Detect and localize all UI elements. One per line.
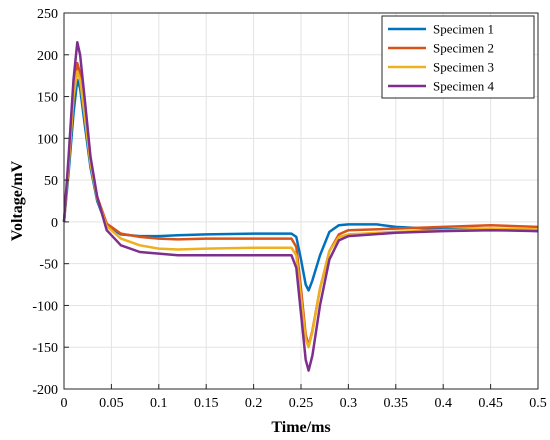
x-tick-label: 0.3 [340, 396, 358, 411]
y-tick-label: 200 [37, 49, 58, 64]
legend-label: Specimen 2 [433, 41, 494, 56]
y-tick-label: 150 [37, 91, 58, 106]
x-tick-label: 0.15 [194, 396, 219, 411]
x-axis: 0 0.05 0.1 0.15 0.2 0.25 0.3 0.35 0.4 0.45 0.5 [61, 384, 547, 411]
legend-label: Specimen 4 [433, 79, 495, 94]
y-tick-label: -50 [39, 258, 58, 273]
legend-label: Specimen 1 [433, 22, 494, 37]
x-tick-label: 0.4 [434, 396, 452, 411]
y-axis-title: Voltage/mV [9, 160, 26, 241]
legend: Specimen 1 Specimen 2 Specimen 3 Specimen 4 [381, 15, 535, 99]
x-tick-label: 0.5 [529, 396, 547, 411]
y-tick-label: 0 [51, 216, 58, 231]
legend-label: Specimen 3 [433, 60, 494, 75]
series-line-specimen-4 [62, 40, 539, 372]
x-tick-label: 0.25 [289, 396, 314, 411]
y-tick-label: 250 [37, 7, 58, 22]
x-tick-label: 0.35 [384, 396, 409, 411]
x-tick-label: 0.1 [150, 396, 168, 411]
legend-box [381, 15, 535, 99]
series-group [62, 40, 539, 372]
x-axis-title: Time/ms [271, 419, 330, 436]
series-line-specimen-3 [62, 70, 539, 349]
x-tick-label: 0.2 [245, 396, 263, 411]
y-tick-label: 50 [44, 174, 58, 189]
y-tick-label: -100 [32, 299, 58, 314]
x-tick-label: 0.45 [478, 396, 503, 411]
x-tick-label: 0.05 [99, 396, 124, 411]
y-tick-label: 100 [37, 132, 58, 147]
y-axis: -200 -150 -100 -50 0 50 100 150 200 250 [32, 7, 69, 398]
y-tick-label: -150 [32, 341, 58, 356]
x-tick-label: 0 [61, 396, 68, 411]
y-tick-label: -200 [32, 383, 58, 398]
